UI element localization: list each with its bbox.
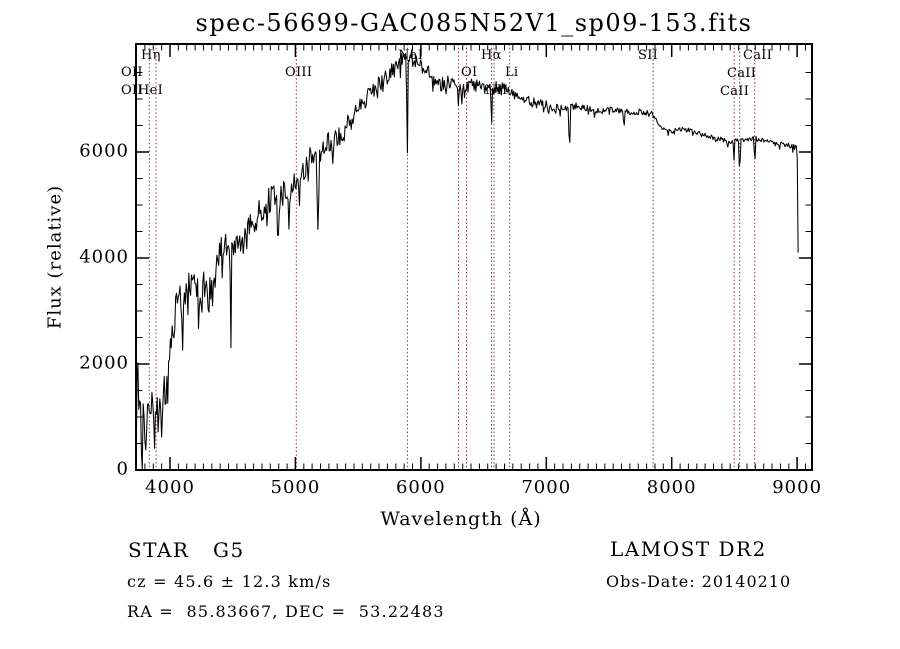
spectral-line-label: OII <box>121 65 143 80</box>
spectral-line-label: Li <box>505 65 519 80</box>
spectrum-trace <box>136 48 799 470</box>
spectral-line-label: OIII <box>285 65 313 80</box>
plot-frame <box>135 43 813 471</box>
spectral-line-label: CaII <box>727 66 757 81</box>
spectral-line-label: OI <box>461 65 478 80</box>
spectral-line-label: Hη <box>141 48 161 63</box>
spectral-line-label: CaII <box>743 48 773 63</box>
spectral-line-label: OII <box>121 83 143 98</box>
spectral-line-label: CaII <box>720 84 750 99</box>
